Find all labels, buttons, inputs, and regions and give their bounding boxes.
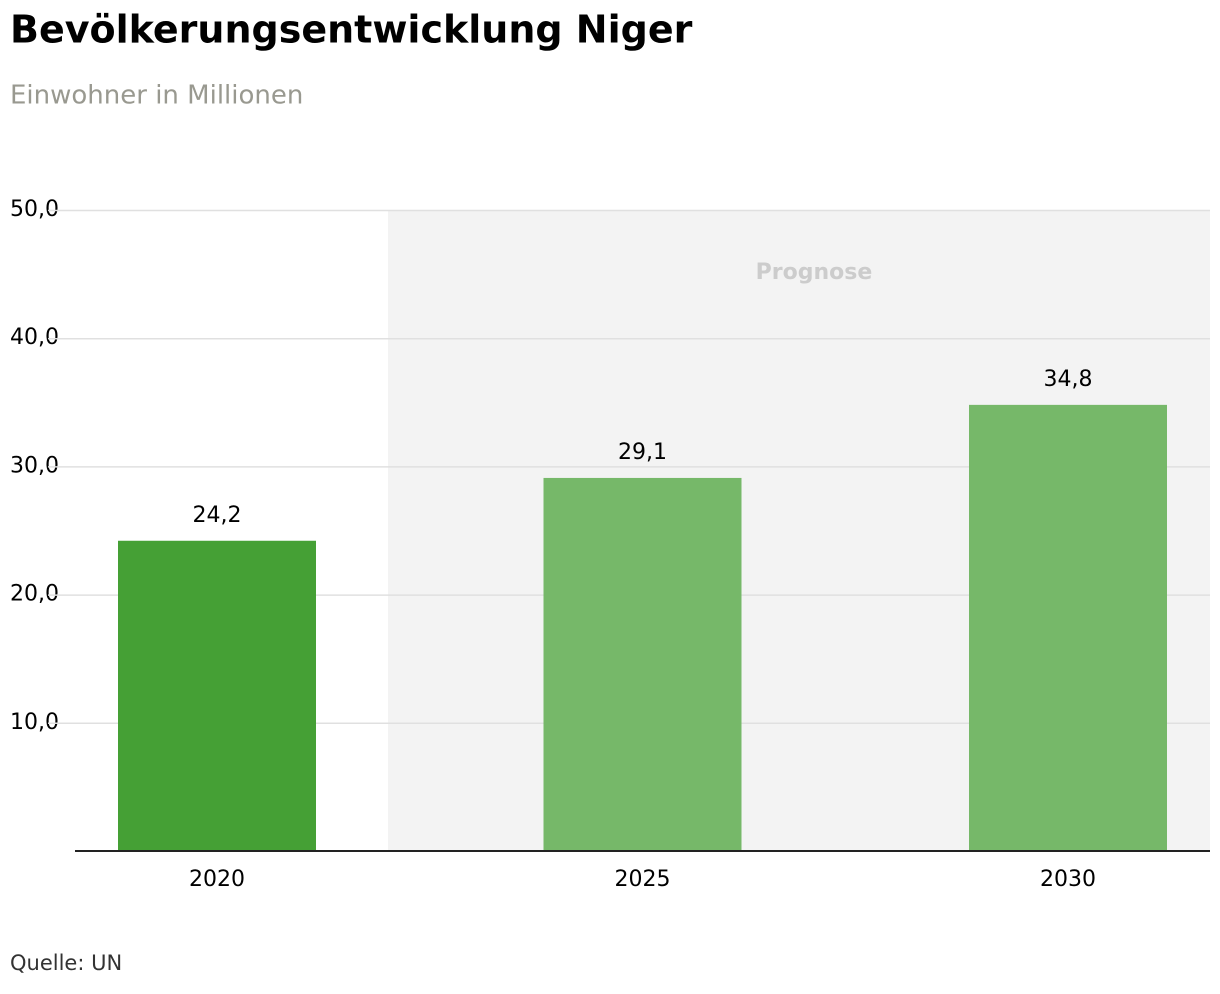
y-tick-label: 30,0 [10,453,59,478]
bar [118,540,316,851]
chart-subtitle: Einwohner in Millionen [10,81,303,111]
x-tick-label: 2025 [615,867,671,892]
value-label: 34,8 [1044,367,1093,392]
x-tick-label: 2020 [189,867,245,892]
y-tick-label: 40,0 [10,325,59,350]
x-tick-label: 2030 [1040,867,1096,892]
chart-title: Bevölkerungsentwicklung Niger [10,8,693,52]
value-label: 29,1 [618,440,667,465]
source: Quelle: UN [10,951,122,975]
y-tick-label: 20,0 [10,582,59,607]
y-tick-label: 10,0 [10,710,59,735]
value-label: 24,2 [193,503,242,528]
y-tick-label: 50,0 [10,197,59,222]
bar [543,477,742,851]
bar [969,404,1167,851]
forecast-label: Prognose [756,260,873,285]
